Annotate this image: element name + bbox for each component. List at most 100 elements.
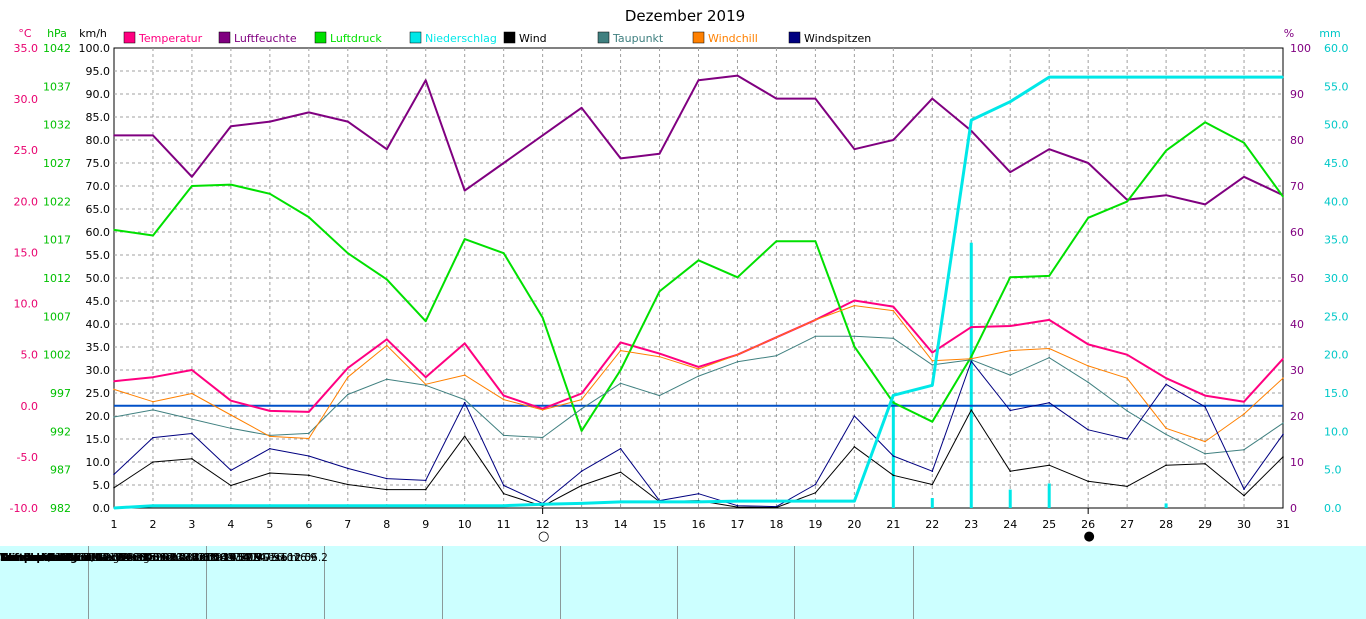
- point-temperatur: [697, 366, 700, 368]
- rain-tick-label: 20.0: [1324, 349, 1349, 362]
- legend-label: Windchill: [708, 32, 758, 45]
- wind-tick-label: 20.0: [86, 410, 111, 423]
- point-luftfeuchte: [230, 125, 232, 127]
- point-taupunkt: [1048, 356, 1050, 359]
- pressure-tick-label: 1037: [43, 80, 71, 93]
- rain-tick-label: 60.0: [1324, 42, 1349, 55]
- pressure-tick-label: 1022: [43, 195, 71, 208]
- point-windspitzen: [970, 360, 973, 363]
- point-luftdruck: [230, 183, 232, 186]
- point-wind: [1126, 485, 1128, 488]
- rain-tick-label: 5.0: [1324, 464, 1342, 477]
- point-luftdruck: [152, 234, 154, 237]
- point-niederschlag: [502, 504, 505, 507]
- point-luftfeuchte: [931, 97, 934, 100]
- stats-timestamp: Gesamt:: [260, 552, 305, 564]
- rain-tick-label: 25.0: [1324, 310, 1349, 323]
- point-luftfeuchte: [347, 120, 349, 123]
- point-luftfeuchte: [619, 157, 622, 160]
- point-wind: [736, 506, 739, 508]
- point-luftfeuchte: [541, 134, 544, 137]
- point-windchill: [269, 435, 271, 438]
- pressure-tick-label: 1042: [43, 42, 71, 55]
- point-taupunkt: [347, 393, 349, 396]
- point-luftfeuchte: [697, 79, 700, 81]
- temp-tick-label: 30.0: [14, 93, 39, 106]
- point-windchill: [385, 344, 388, 347]
- day-tick-label: 16: [692, 518, 706, 531]
- stats-value: N 45.5: [210, 552, 245, 564]
- stats-column-windchill: Windchill°C05.12. 06:29-6.520.12. 13:391…: [0, 546, 1366, 619]
- point-temperatur: [424, 376, 427, 378]
- day-tick-label: 12: [536, 518, 550, 531]
- column-divider: [677, 546, 678, 619]
- stats-value: 45: [146, 552, 160, 564]
- point-taupunkt: [502, 434, 505, 437]
- humidity-tick-label: 10: [1290, 456, 1304, 469]
- humidity-tick-label: 90: [1290, 88, 1304, 101]
- stats-value: -6.5: [134, 552, 156, 564]
- point-luftfeuchte: [736, 74, 739, 77]
- point-windchill: [1282, 377, 1284, 379]
- point-luftdruck: [1087, 217, 1089, 219]
- stats-row-label: MinWert: [40, 552, 91, 564]
- point-temperatur: [308, 411, 310, 413]
- point-wind: [502, 492, 505, 495]
- stats-column-luftfeuchte: Luftfeuchte%31.12. 12:004509.12. 06:0697…: [0, 546, 1366, 619]
- stats-timestamp: 29.12. 10:05: [176, 552, 244, 564]
- point-temperatur: [347, 367, 349, 369]
- point-taupunkt: [814, 335, 817, 338]
- point-wind: [541, 505, 544, 507]
- point-luftfeuchte: [775, 97, 778, 100]
- point-taupunkt: [1087, 381, 1089, 384]
- rain-tick-label: 30.0: [1324, 272, 1349, 285]
- point-windspitzen: [191, 432, 193, 435]
- point-luftdruck: [892, 401, 895, 404]
- point-niederschlag: [308, 504, 310, 507]
- stats-timestamp: 20.12. 13:39: [155, 552, 223, 564]
- point-windspitzen: [463, 401, 466, 404]
- humidity-unit-label: %: [1284, 27, 1294, 40]
- day-tick-label: 24: [1003, 518, 1017, 531]
- point-temperatur: [230, 399, 232, 402]
- stats-header: Windspitzen: [0, 552, 74, 564]
- point-temperatur: [385, 338, 388, 341]
- stats-timestamp: 01.12. 00:00: [102, 552, 170, 564]
- stats-unit: mm: [77, 552, 100, 564]
- chart-title: Dezember 2019: [625, 7, 745, 25]
- rain-tick-label: 0.0: [1324, 502, 1342, 515]
- column-divider: [442, 546, 443, 619]
- stats-row-label: MaxWert: [90, 552, 144, 564]
- point-windchill: [1048, 347, 1050, 350]
- point-temperatur: [619, 341, 622, 344]
- humidity-tick-label: 0: [1290, 502, 1297, 515]
- column-divider: [794, 546, 795, 619]
- point-wind: [308, 474, 310, 477]
- day-tick-label: 6: [305, 518, 312, 531]
- stats-column-temperatur: Temperatur°C12.12. 04:29-3.620.12. 13:39…: [0, 546, 1366, 619]
- stats-unit: km/h: [30, 552, 60, 564]
- point-windspitzen: [424, 479, 427, 482]
- stats-value: N 75.6: [253, 552, 288, 564]
- day-tick-label: 9: [422, 518, 429, 531]
- point-windspitzen: [1048, 401, 1050, 404]
- point-windchill: [308, 437, 310, 440]
- point-luftfeuchte: [308, 111, 310, 114]
- point-luftdruck: [619, 369, 622, 371]
- wind-tick-label: 0.0: [93, 502, 111, 515]
- day-tick-label: 4: [227, 518, 234, 531]
- point-niederschlag: [152, 504, 154, 507]
- wind-tick-label: 80.0: [86, 134, 111, 147]
- humidity-tick-label: 40: [1290, 318, 1304, 331]
- stats-value: 14.2: [235, 552, 260, 564]
- point-wind: [970, 409, 973, 411]
- point-niederschlag: [619, 501, 622, 503]
- series-lines: [113, 74, 1284, 510]
- point-wind: [1087, 480, 1089, 483]
- wind-unit-label: km/h: [79, 27, 107, 40]
- stats-header: Niederschlag: [0, 552, 78, 564]
- point-windspitzen: [230, 469, 232, 472]
- point-luftfeuchte: [892, 139, 895, 141]
- point-luftfeuchte: [1009, 171, 1012, 173]
- stats-timestamp: 23.12. 00:14: [169, 552, 237, 564]
